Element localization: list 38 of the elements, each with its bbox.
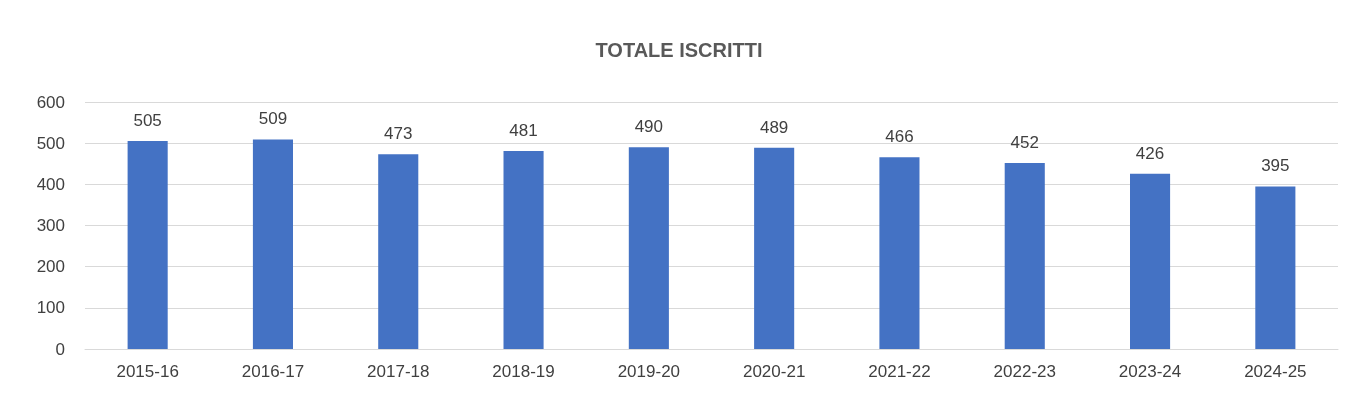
y-tick-label: 100	[36, 298, 65, 318]
x-tick-label: 2018-19	[492, 362, 555, 381]
bar	[127, 141, 168, 349]
y-tick-label: 500	[36, 133, 65, 153]
bar	[754, 147, 795, 349]
x-tick-label: 2020-21	[742, 362, 806, 381]
data-label: 473	[384, 124, 413, 144]
x-tick-label: 2022-23	[993, 362, 1056, 381]
data-label: 509	[258, 109, 288, 129]
bar	[1004, 162, 1045, 349]
data-label: 426	[1135, 143, 1165, 163]
x-tick-label: 2017-18	[367, 362, 430, 381]
bar	[252, 139, 293, 349]
data-label: 466	[885, 127, 914, 147]
data-label: 505	[133, 111, 162, 131]
chart-title: TOTALE ISCRITTI	[595, 39, 763, 61]
bar	[628, 147, 669, 349]
x-tick-label: 2021-22	[868, 362, 931, 381]
data-label: 490	[634, 117, 664, 137]
bar	[1255, 186, 1296, 349]
data-label: 481	[509, 120, 538, 140]
y-tick-label: 0	[55, 339, 65, 359]
y-tick-label: 200	[36, 257, 65, 277]
bar	[879, 157, 920, 349]
x-tick-label: 2024-25	[1244, 362, 1307, 381]
y-tick-label: 300	[36, 216, 65, 235]
bar	[1130, 173, 1171, 349]
data-label: 452	[1010, 132, 1039, 152]
bar	[503, 150, 544, 349]
x-tick-label: 2016-17	[241, 362, 305, 381]
x-tick-label: 2023-24	[1118, 362, 1182, 381]
y-tick-label: 600	[36, 92, 65, 112]
x-tick-label: 2019-20	[617, 362, 681, 381]
bar	[378, 154, 419, 349]
data-label: 395	[1261, 156, 1290, 176]
y-tick-label: 400	[36, 174, 65, 194]
x-tick-label: 2015-16	[116, 362, 179, 381]
data-label: 489	[759, 117, 789, 137]
